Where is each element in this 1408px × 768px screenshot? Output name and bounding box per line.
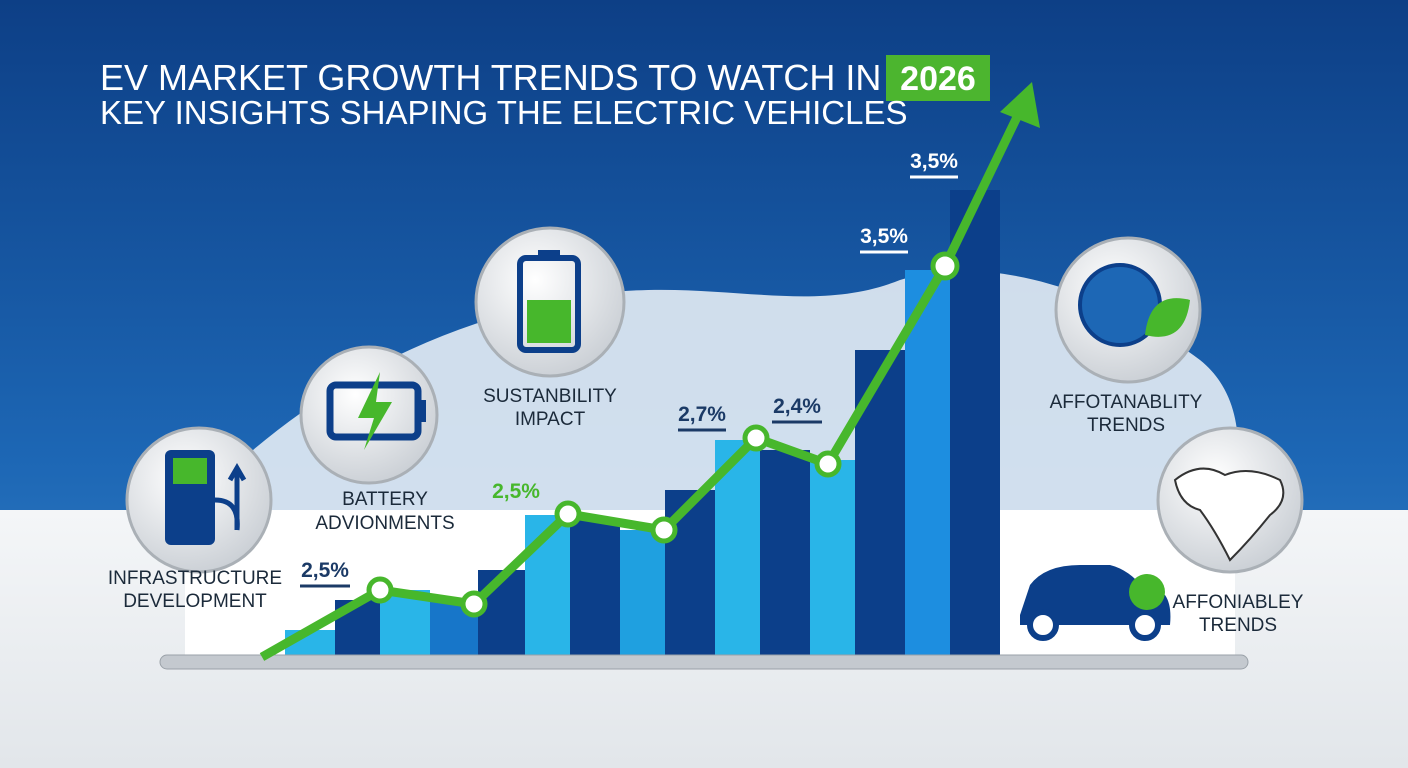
bar: [620, 530, 665, 657]
caption: TRENDS: [1199, 615, 1277, 636]
badge-bg: [886, 55, 990, 101]
caption: DEVELOPMENT: [123, 591, 267, 612]
title: EV MARKET GROWTH TRENDS TO WATCH IN 2026…: [100, 57, 981, 98]
point-label: 2,5%: [301, 559, 349, 582]
point: [366, 576, 394, 604]
caption: INFRASTRUCTURE: [108, 568, 282, 589]
caption: SUSTANBILITY: [483, 386, 617, 407]
point-label: 3,5%: [860, 225, 908, 248]
icon-globe-leaf: [1054, 236, 1202, 384]
badge: 2026: [900, 60, 976, 98]
bar: [810, 460, 855, 657]
bar: [855, 350, 905, 657]
caption: AFFONIABLEY: [1173, 592, 1304, 613]
point: [650, 516, 678, 544]
bar: [570, 520, 620, 657]
point: [554, 500, 582, 528]
caption: ADVIONMENTS: [315, 513, 454, 534]
point-labels: 2,5% 2,5% 2,7% 2,4% 3,5% 3,5%: [300, 150, 958, 588]
point-label: 2,7%: [678, 403, 726, 426]
bar: [760, 450, 810, 657]
caption: BATTERY: [342, 489, 428, 510]
line-points: [366, 251, 960, 618]
caption: IMPACT: [515, 409, 586, 430]
caption: AFFOTANABLITY: [1050, 392, 1203, 413]
caption: TRENDS: [1087, 415, 1165, 436]
point: [814, 450, 842, 478]
bar: [380, 590, 430, 657]
arrow-head: [1000, 82, 1040, 128]
point-label: 2,5%: [492, 480, 540, 503]
point-label: 3,5%: [910, 150, 958, 173]
point: [930, 251, 960, 281]
icon-battery: [299, 345, 439, 485]
icon-world-map: [1156, 426, 1304, 574]
icon-battery-vertical: [474, 226, 626, 378]
point: [742, 424, 770, 452]
bar: [665, 490, 715, 657]
icon-charging: [125, 426, 273, 574]
bar: [905, 270, 950, 657]
icon-car: [1020, 565, 1171, 641]
platform: [159, 654, 1249, 670]
subtitle: KEY INSIGHTS SHAPING THE ELECTRIC VEHICL…: [100, 94, 908, 131]
bar: [478, 570, 525, 657]
point-label: 2,4%: [773, 395, 821, 418]
point: [460, 590, 488, 618]
